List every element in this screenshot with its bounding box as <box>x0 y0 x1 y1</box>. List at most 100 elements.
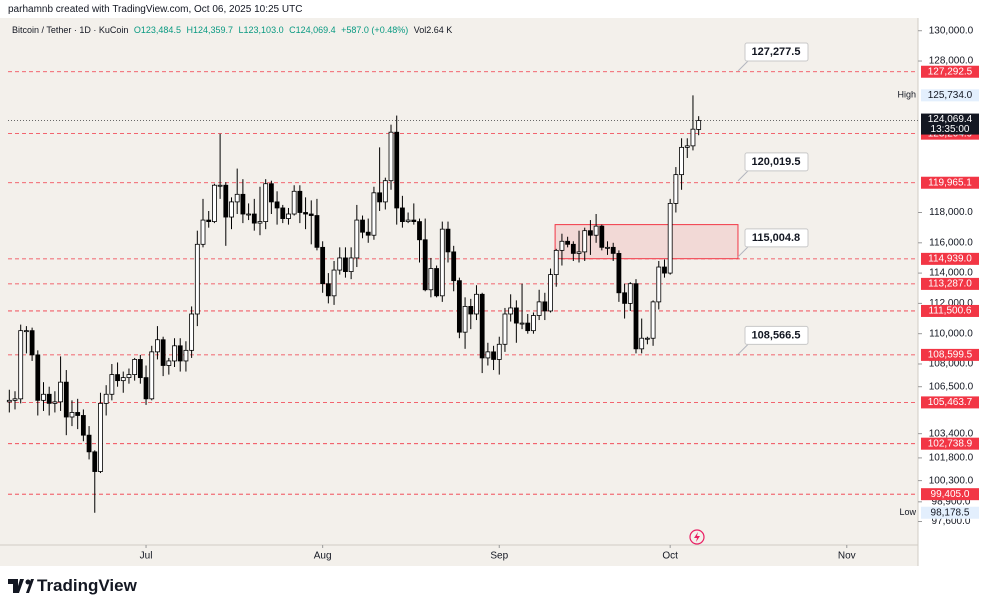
candle-body <box>80 415 86 436</box>
extreme-badge <box>921 89 979 102</box>
candle-body <box>268 183 274 203</box>
candle-body <box>502 313 508 345</box>
candle-body <box>519 322 525 325</box>
level-badge <box>921 396 979 409</box>
y-tick-label: 110,000.0 <box>929 328 973 339</box>
legend-value: +587.0 (+0.48%) <box>341 25 409 35</box>
candle-body <box>132 359 138 375</box>
level-badge <box>921 304 979 317</box>
callout-pointer <box>737 60 749 72</box>
level-badge <box>921 65 979 78</box>
candle-body <box>422 239 428 291</box>
level-label: 113,287.0 <box>928 279 972 290</box>
callout-box <box>744 325 809 345</box>
candle-body <box>155 339 160 353</box>
candle-body <box>314 215 320 248</box>
extreme-name: Low <box>899 507 916 517</box>
symbol-title: Bitcoin / Tether · 1D · KuCoin <box>12 25 129 35</box>
callout-label: 120,019.5 <box>752 156 801 168</box>
y-tick-label: 103,400.0 <box>929 428 974 439</box>
countdown-label: 13:35:00 <box>931 124 970 135</box>
candle-body <box>126 374 132 379</box>
y-tick-label: 100,300.0 <box>929 475 974 486</box>
level-label: 114,939.0 <box>928 254 972 265</box>
candle-body <box>599 225 605 248</box>
candle-body <box>286 213 291 219</box>
candle-body <box>696 120 702 130</box>
candle-body <box>200 219 206 245</box>
candle-body <box>35 354 41 401</box>
candle-body <box>394 131 400 209</box>
candle-body <box>468 306 474 315</box>
callout-box <box>744 228 809 248</box>
level-label: 127,292.5 <box>928 66 973 77</box>
candle-body <box>69 412 75 418</box>
candle-body <box>536 301 542 316</box>
candle-body <box>320 246 326 285</box>
legend: Bitcoin / Tether · 1D · KuCoin O123,484.… <box>12 25 455 35</box>
footer-logo: TradingView <box>8 576 137 596</box>
candle-body <box>52 401 58 404</box>
legend-value: H124,359.7 <box>186 25 234 35</box>
candle-body <box>360 219 365 233</box>
callout-box <box>744 152 809 172</box>
callout-pointer <box>737 344 749 355</box>
callout-label: 127,277.5 <box>752 46 801 58</box>
callout-pointer <box>737 170 749 182</box>
x-tick-label: Oct <box>662 551 678 562</box>
candle-body <box>160 339 166 366</box>
extreme-badge <box>921 506 979 519</box>
candle-body <box>553 249 559 276</box>
level-label: 102,738.9 <box>928 438 973 449</box>
candle-body <box>257 221 263 224</box>
candle-body <box>445 228 451 253</box>
candle-body <box>491 351 496 360</box>
candle-body <box>479 293 485 359</box>
candle-body <box>382 180 388 203</box>
candle-body <box>303 212 308 215</box>
candle-body <box>86 434 92 453</box>
candle-body <box>605 246 610 249</box>
candle-body <box>650 301 656 339</box>
candle-body <box>531 315 536 332</box>
candle-body <box>400 207 405 222</box>
candle-body <box>223 184 229 218</box>
candle-body <box>41 393 46 401</box>
candle-body <box>667 203 673 274</box>
candle-body <box>217 184 223 187</box>
candle-body <box>462 306 468 333</box>
candle-body <box>189 313 195 351</box>
candle-body <box>206 219 212 222</box>
candle-body <box>644 337 650 340</box>
candle-body <box>565 240 571 245</box>
y-tick-label: 97,600.0 <box>932 516 971 527</box>
candle-body <box>92 451 98 472</box>
y-tick-label: 101,800.0 <box>929 453 974 464</box>
candle-body <box>263 183 269 222</box>
logo-icon <box>8 579 34 593</box>
candle-body <box>456 280 462 333</box>
candle-body <box>212 184 217 222</box>
candle-body <box>98 402 103 472</box>
candle-body <box>365 231 371 236</box>
legend-volume: Vol2.64 K <box>413 25 453 35</box>
candle-body <box>115 374 120 382</box>
x-tick-label: Nov <box>838 551 856 562</box>
extreme-name: High <box>897 90 916 100</box>
candle-body <box>371 192 377 236</box>
candle-body <box>513 307 519 324</box>
candle-body <box>570 243 576 254</box>
candle-body <box>297 190 303 213</box>
candle-body <box>348 257 354 272</box>
candle-body <box>610 246 616 254</box>
candle-body <box>24 330 29 333</box>
candle-body <box>246 213 251 216</box>
candle-body <box>308 213 314 216</box>
alert-icon[interactable] <box>689 529 705 545</box>
candle-body <box>662 266 667 274</box>
candle-body <box>274 201 280 209</box>
level-badge <box>921 488 979 501</box>
candle-body <box>29 330 35 356</box>
